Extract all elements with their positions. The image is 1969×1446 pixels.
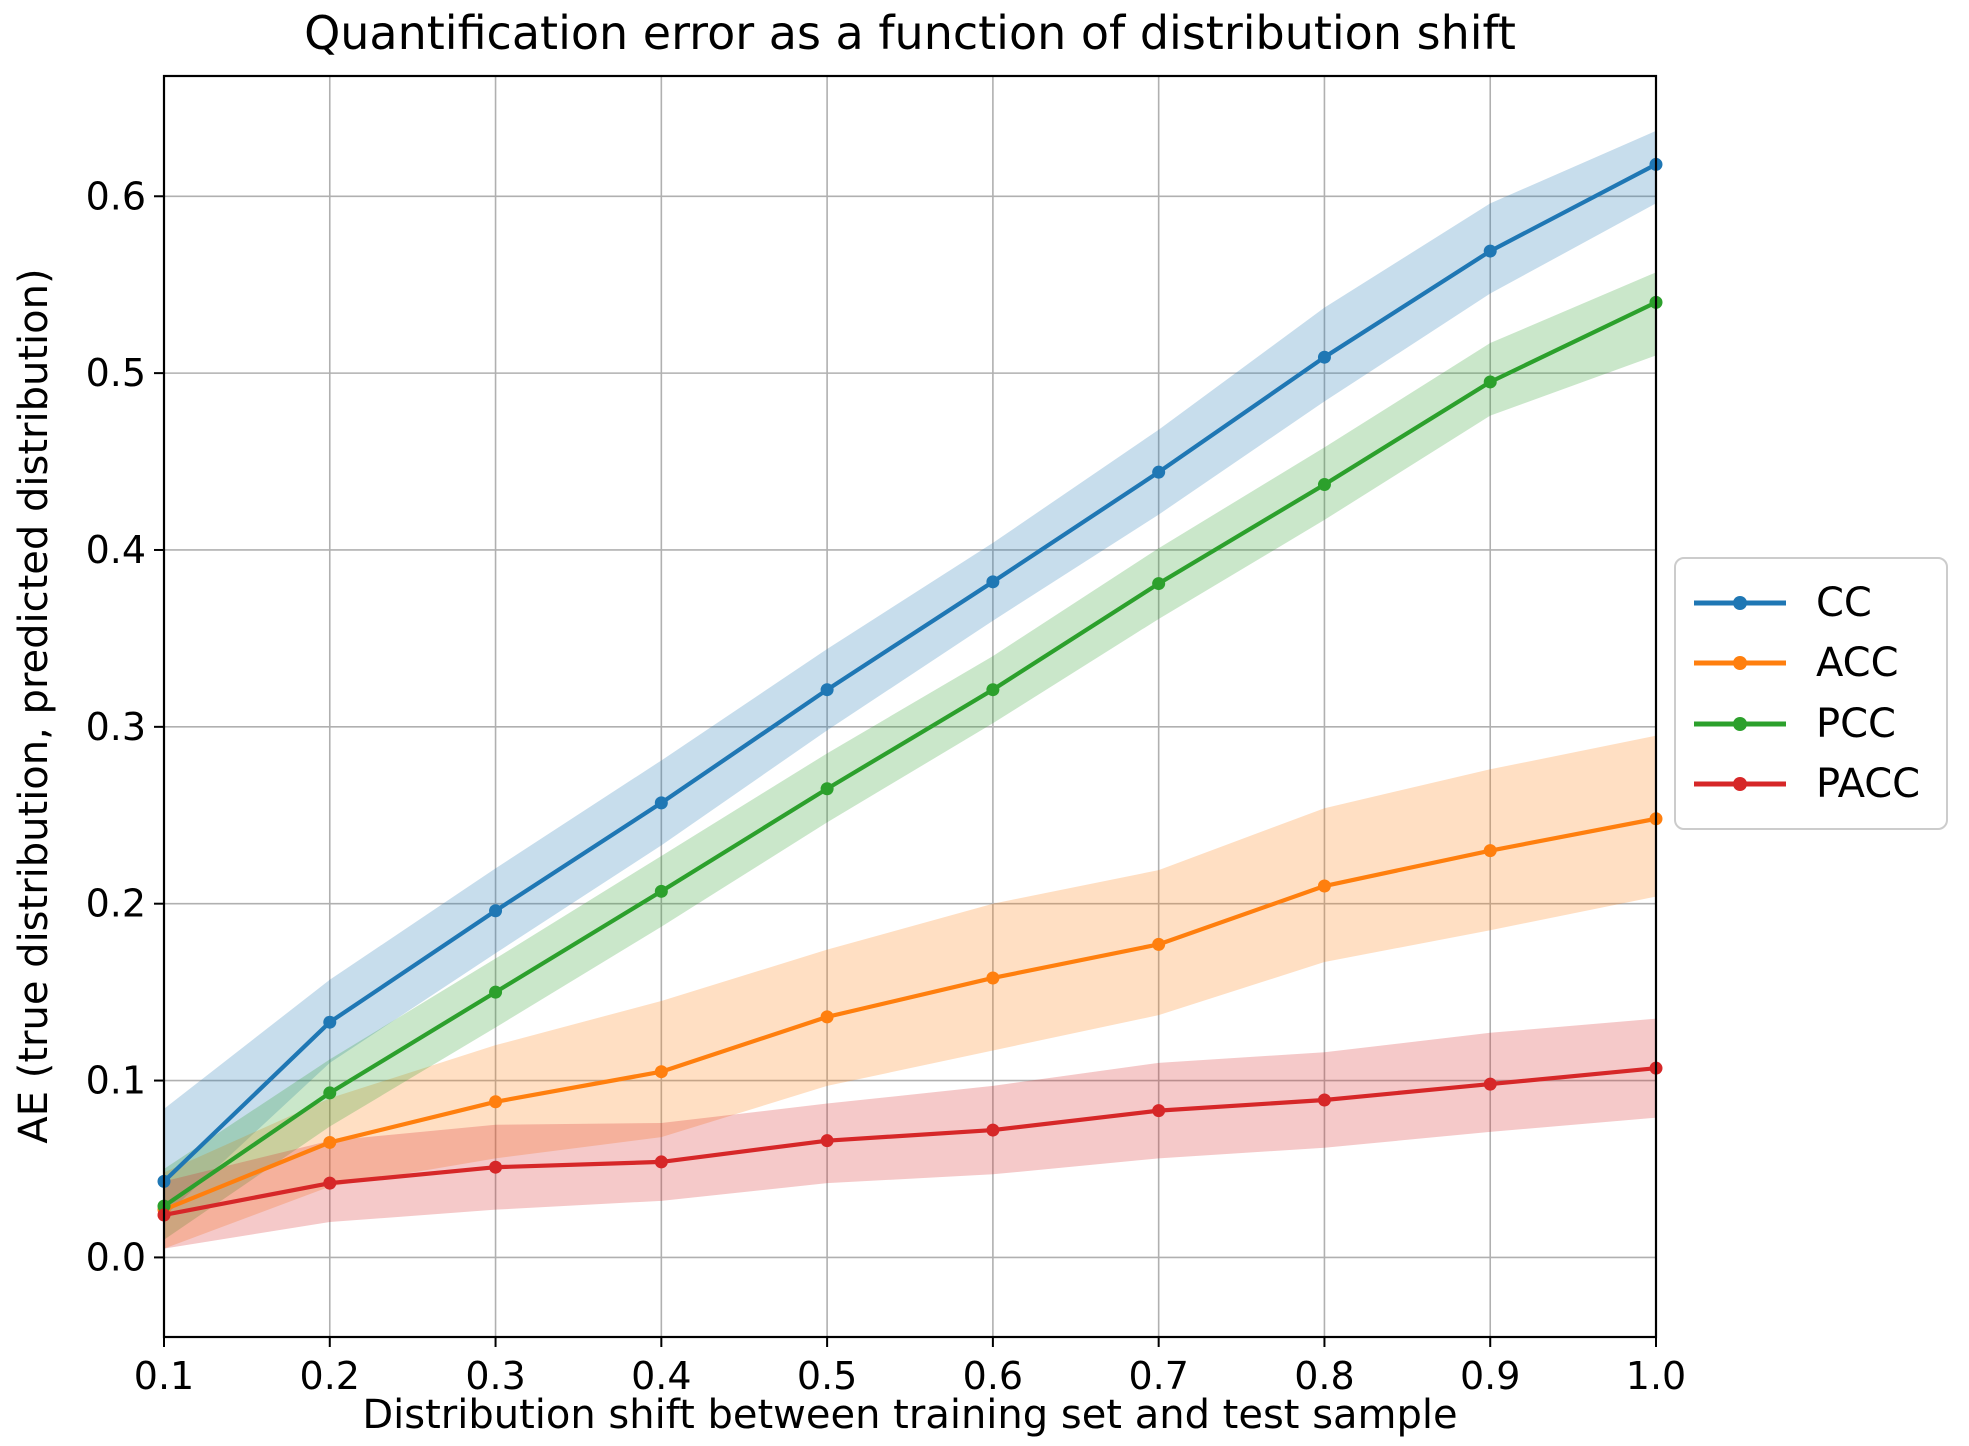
data-marker-acc: [986, 971, 1000, 985]
legend-label: CC: [1816, 580, 1872, 627]
legend-line-sample-icon: [1694, 596, 1786, 611]
y-axis-label: AE (true distribution, predicted distrib…: [11, 268, 57, 1144]
data-marker-pacc: [1317, 1093, 1331, 1107]
legend-label: PACC: [1816, 760, 1921, 807]
legend-line-sample-icon: [1694, 776, 1786, 791]
series-line-acc: [163, 816, 1657, 1212]
legend: CC ACC PCC PACC: [1674, 557, 1948, 830]
x-tick-label: 0.8: [1294, 1354, 1354, 1398]
data-marker-pcc: [986, 683, 1000, 697]
axes-spines: [162, 74, 1658, 1339]
data-marker-pacc: [323, 1176, 337, 1190]
legend-item-pacc: PACC: [1692, 757, 1946, 811]
data-marker-acc: [1152, 937, 1166, 951]
data-marker-pacc: [986, 1123, 1000, 1137]
data-marker-cc: [323, 1015, 337, 1029]
x-tick-label: 0.7: [1128, 1354, 1188, 1398]
data-marker-pacc: [1152, 1104, 1166, 1118]
y-tick-label: 0.3: [86, 705, 146, 749]
data-marker-acc: [1483, 844, 1497, 858]
data-marker-cc: [986, 575, 1000, 589]
x-axis-label: Distribution shift between training set …: [362, 1392, 1458, 1438]
legend-item-pcc: PCC: [1692, 697, 1946, 751]
legend-label: ACC: [1816, 640, 1899, 687]
series-line-pcc: [162, 300, 1657, 1208]
data-marker-pcc: [1483, 375, 1497, 389]
data-marker-pcc: [1317, 478, 1331, 492]
data-marker-acc: [323, 1135, 337, 1149]
data-marker-cc: [1483, 244, 1497, 258]
data-marker-pcc: [1152, 577, 1166, 591]
data-marker-pcc: [489, 985, 503, 999]
data-marker-acc: [654, 1065, 668, 1079]
data-marker-pacc: [1483, 1077, 1497, 1091]
chart-title: Quantification error as a function of di…: [304, 6, 1516, 60]
legend-line-sample-icon: [1694, 656, 1786, 671]
data-marker-acc: [489, 1095, 503, 1109]
data-marker-pcc: [654, 884, 668, 898]
confidence-band-pcc: [164, 272, 1656, 1240]
series-line-cc: [162, 162, 1657, 1183]
x-tick-label: 0.3: [465, 1354, 525, 1398]
y-tick-label: 0.6: [86, 174, 146, 218]
data-marker-cc: [1152, 465, 1166, 479]
data-marker-pacc: [654, 1155, 668, 1169]
x-tick-label: 0.4: [631, 1354, 691, 1398]
data-marker-cc: [1317, 350, 1331, 364]
x-tick-label: 0.9: [1460, 1354, 1520, 1398]
confidence-band-cc: [164, 130, 1656, 1217]
y-tick-label: 0.4: [86, 528, 146, 572]
data-marker-pacc: [820, 1134, 834, 1148]
x-tick-label: 0.5: [797, 1354, 857, 1398]
data-marker-acc: [1317, 879, 1331, 893]
legend-line-sample-icon: [1694, 716, 1786, 731]
data-marker-acc: [820, 1010, 834, 1024]
data-marker-pcc: [820, 782, 834, 796]
data-marker-pcc: [323, 1086, 337, 1100]
legend-item-cc: CC: [1692, 576, 1946, 630]
data-marker-pacc: [489, 1160, 503, 1174]
x-tick-label: 0.1: [134, 1354, 194, 1398]
x-tick-label: 0.6: [963, 1354, 1023, 1398]
data-marker-cc: [489, 904, 503, 918]
data-marker-cc: [654, 796, 668, 810]
y-tick-label: 0.1: [86, 1059, 146, 1103]
x-tick-label: 0.2: [300, 1354, 360, 1398]
y-tick-label: 0.2: [86, 882, 146, 926]
legend-item-acc: ACC: [1692, 636, 1946, 690]
y-tick-label: 0.0: [86, 1235, 146, 1279]
y-tick-label: 0.5: [86, 351, 146, 395]
data-marker-cc: [820, 683, 834, 697]
x-tick-label: 1.0: [1626, 1354, 1686, 1398]
confidence-band-acc: [164, 735, 1656, 1249]
series-line-pacc: [163, 1066, 1657, 1218]
legend-label: PCC: [1816, 700, 1896, 747]
